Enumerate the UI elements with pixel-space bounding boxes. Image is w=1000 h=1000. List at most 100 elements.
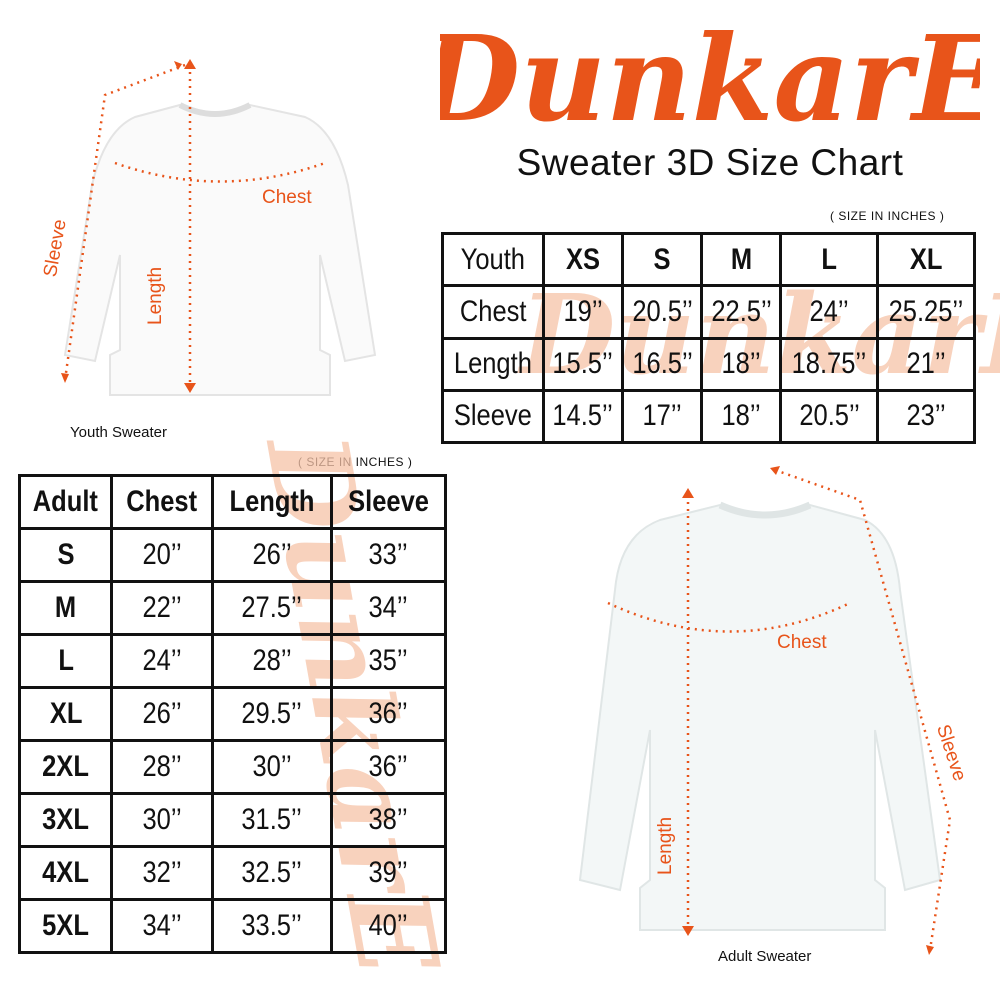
cell-text: 5XL	[42, 909, 90, 942]
table-row: XL 26’’ 29.5’’ 36’’	[17, 686, 447, 742]
cell-text: 3XL	[42, 803, 90, 836]
table-row: 4XL 32’’ 32.5’’ 39’’	[17, 845, 447, 901]
cell-text: 24’’	[809, 294, 849, 328]
cell-text: 33’’	[368, 538, 409, 571]
cell-text: 20.5’’	[798, 399, 860, 433]
cell-text: XL	[909, 242, 943, 276]
cell-text: 34’’	[368, 591, 409, 624]
table-row: Chest 19’’ 20.5’’ 22.5’’ 24’’ 25.25’’	[440, 284, 976, 340]
column-header: Length	[210, 474, 334, 530]
cell-text: 38’’	[368, 803, 409, 836]
cell-text: 34’’	[142, 909, 182, 942]
cell-text: 14.5’’	[552, 399, 614, 433]
row-header: Length	[440, 336, 546, 392]
youth-sweater-illustration	[61, 59, 377, 396]
table-cell: 24’’	[110, 633, 214, 689]
row-header: 3XL	[17, 792, 114, 848]
table-cell: 38’’	[330, 792, 447, 848]
cell-text: 26’’	[252, 538, 292, 571]
cell-text: L	[57, 644, 74, 677]
table-cell: 34’’	[110, 898, 214, 954]
table-row: 3XL 30’’ 31.5’’ 38’’	[17, 792, 447, 848]
table-cell: 32’’	[110, 845, 214, 901]
table-cell: 36’’	[330, 739, 447, 795]
adult-caption: Adult Sweater	[718, 948, 812, 965]
cell-text: 4XL	[42, 856, 90, 889]
cell-text: 32.5’’	[241, 856, 303, 889]
cell-text: L	[821, 242, 837, 276]
cell-text: Sleeve	[454, 399, 532, 433]
table-cell: 18’’	[700, 336, 783, 392]
table-cell: 23’’	[876, 388, 976, 445]
column-header: Chest	[110, 474, 214, 530]
table-row: L 24’’ 28’’ 35’’	[17, 633, 447, 689]
table-cell: 31.5’’	[210, 792, 334, 848]
cell-text: 29.5’’	[241, 697, 303, 730]
cell-text: 18’’	[721, 347, 761, 381]
cell-text: 28’’	[142, 750, 182, 783]
row-header: 2XL	[17, 739, 114, 795]
table-cell: 33’’	[330, 527, 447, 583]
logo-text: DunkarE	[440, 10, 980, 148]
cell-text: 18.75’’	[791, 347, 867, 381]
table-cell: 22.5’’	[700, 284, 783, 340]
cell-text: 31.5’’	[241, 803, 303, 836]
table-cell: 20.5’’	[779, 388, 880, 445]
table-cell: 35’’	[330, 633, 447, 689]
table-cell: 28’’	[110, 739, 214, 795]
cell-text: Youth	[460, 242, 526, 276]
cell-text: 18’’	[721, 399, 761, 433]
adult-sweater-illustration	[578, 466, 952, 955]
cell-text: 2XL	[42, 750, 90, 783]
column-header: S	[621, 231, 704, 288]
column-header: Youth	[440, 231, 546, 288]
column-header: XL	[876, 231, 976, 288]
row-header: 5XL	[17, 898, 114, 954]
table-cell: 33.5’’	[210, 898, 334, 954]
table-cell: 27.5’’	[210, 580, 334, 636]
table-cell: 30’’	[210, 739, 334, 795]
cell-text: 28’’	[252, 644, 292, 677]
cell-text: 16.5’’	[631, 347, 693, 381]
cell-text: M	[730, 242, 752, 276]
row-header: XL	[17, 686, 114, 742]
cell-text: S	[57, 538, 75, 571]
youth-unit-note: ( SIZE IN INCHES )	[830, 209, 945, 223]
row-header: S	[17, 527, 114, 583]
youth-chest-label: Chest	[262, 187, 312, 208]
table-row: Sleeve 14.5’’ 17’’ 18’’ 20.5’’ 23’’	[440, 388, 976, 445]
row-header: 4XL	[17, 845, 114, 901]
cell-text: Chest	[126, 485, 198, 518]
cell-text: 30’’	[142, 803, 182, 836]
column-header: Adult	[17, 474, 114, 530]
table-cell: 26’’	[110, 686, 214, 742]
youth-length-label: Length	[145, 266, 166, 325]
cell-text: 20.5’’	[631, 294, 693, 328]
cell-text: 39’’	[368, 856, 409, 889]
table-cell: 16.5’’	[621, 336, 704, 392]
table-row: S 20’’ 26’’ 33’’	[17, 527, 447, 583]
table-cell: 20’’	[110, 527, 214, 583]
cell-text: 25.25’’	[888, 294, 964, 328]
table-cell: 18.75’’	[779, 336, 880, 392]
table-cell: 34’’	[330, 580, 447, 636]
cell-text: 33.5’’	[241, 909, 303, 942]
cell-text: Length	[229, 485, 315, 518]
table-cell: 20.5’’	[621, 284, 704, 340]
cell-text: 30’’	[252, 750, 292, 783]
cell-text: Sleeve	[348, 485, 429, 518]
cell-text: 36’’	[368, 750, 409, 783]
table-cell: 29.5’’	[210, 686, 334, 742]
table-cell: 26’’	[210, 527, 334, 583]
cell-text: 35’’	[368, 644, 409, 677]
cell-text: XS	[566, 242, 601, 276]
row-header: L	[17, 633, 114, 689]
cell-text: S	[653, 242, 671, 276]
cell-text: Chest	[459, 294, 527, 328]
cell-text: M	[55, 591, 77, 624]
row-header: M	[17, 580, 114, 636]
adult-size-table: Adult Chest Length Sleeve S 20’’ 26’’ 33’’ M 22’’…	[17, 474, 447, 954]
table-cell: 25.25’’	[876, 284, 976, 340]
table-cell: 36’’	[330, 686, 447, 742]
adult-unit-note: ( SIZE IN INCHES )	[298, 455, 413, 469]
